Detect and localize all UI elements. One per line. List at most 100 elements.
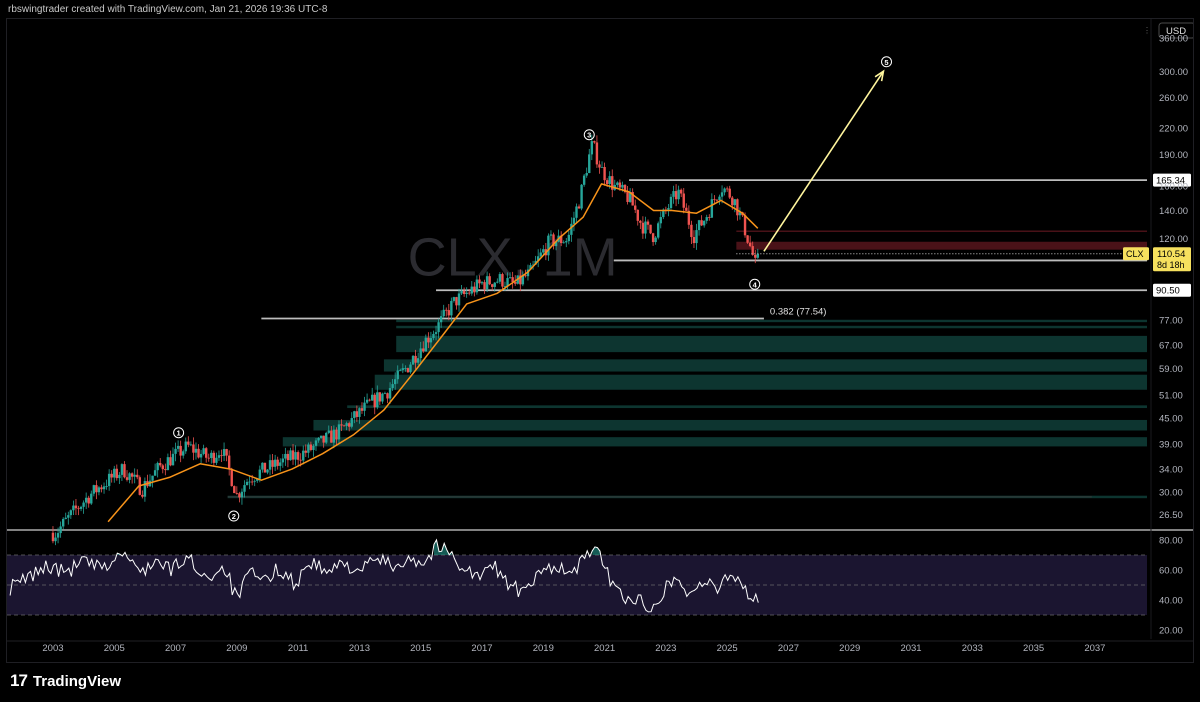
candle-body: [669, 196, 673, 209]
candle: [733, 198, 737, 213]
support-zone: [374, 374, 1147, 390]
candle: [470, 281, 473, 296]
candle: [549, 230, 553, 241]
candle-body: [651, 233, 655, 243]
candle: [580, 183, 583, 211]
candle-body: [256, 478, 259, 481]
candle-body: [513, 282, 517, 284]
candle-body: [263, 462, 267, 473]
candle: [700, 215, 703, 227]
candle-body: [634, 205, 637, 210]
rsi-axis-tick: 80.00: [1159, 536, 1183, 547]
candle: [67, 511, 70, 525]
axis-price-tag: 165.34: [1153, 173, 1191, 187]
candle: [146, 474, 149, 488]
candle: [107, 469, 111, 491]
candle-body: [439, 316, 443, 323]
candle-body: [360, 408, 364, 411]
candle: [575, 203, 578, 223]
candle-body: [414, 355, 417, 363]
wave-label-text: 4: [753, 280, 758, 289]
candle: [64, 512, 67, 520]
tradingview-logo[interactable]: 17 TradingView: [10, 671, 121, 691]
candle-body: [79, 506, 83, 509]
candle-body: [176, 445, 180, 449]
candle: [503, 281, 507, 291]
candle-body: [733, 199, 737, 206]
candle: [565, 237, 568, 248]
time-axis-tick: 2035: [1023, 643, 1044, 654]
candle: [133, 468, 136, 484]
candle: [355, 405, 359, 422]
candle-body: [611, 176, 614, 190]
candle-body: [220, 455, 223, 457]
candle: [245, 478, 249, 486]
candle-body: [445, 309, 448, 311]
candle-body: [401, 368, 405, 370]
candle-body: [235, 493, 239, 494]
candle: [82, 500, 85, 514]
candle-body: [159, 462, 162, 466]
candle-body: [332, 429, 336, 443]
projection-arrow-line: [763, 70, 885, 252]
candle: [378, 392, 382, 405]
candle-body: [738, 212, 742, 216]
candle: [554, 241, 558, 251]
candle-body: [207, 457, 210, 459]
candle: [404, 365, 407, 372]
candle-body: [348, 423, 351, 427]
candle: [358, 407, 361, 424]
candle: [370, 387, 374, 401]
candle-body: [61, 518, 65, 527]
candle-body: [710, 199, 714, 218]
candle-body: [54, 537, 57, 542]
candle-body: [536, 256, 540, 261]
candle-body: [250, 481, 254, 483]
candle-body: [110, 473, 113, 478]
current-price-value: 110.54: [1157, 249, 1185, 260]
candle: [51, 526, 55, 544]
candle: [485, 271, 489, 293]
candle: [69, 509, 73, 519]
candle-body: [238, 493, 241, 498]
candle-body: [434, 332, 438, 334]
candle: [281, 453, 285, 468]
price-axis-tick: 220.00: [1159, 123, 1188, 134]
candle: [130, 472, 134, 484]
candle-body: [125, 477, 129, 480]
candle: [460, 284, 463, 295]
candle: [215, 452, 218, 466]
candle: [679, 188, 683, 198]
candle: [657, 221, 660, 240]
candle: [322, 435, 325, 448]
candle-body: [646, 221, 650, 225]
wave-label-circle: [881, 56, 893, 68]
candle-body: [194, 448, 198, 453]
candle: [559, 231, 563, 247]
price-axis-tick: 160.00: [1159, 182, 1188, 193]
candle: [368, 398, 371, 402]
candle: [284, 447, 287, 466]
time-axis-tick: 2013: [349, 643, 370, 654]
currency-button[interactable]: [1158, 22, 1193, 39]
candle-body: [565, 241, 568, 243]
candle-body: [692, 237, 696, 244]
time-axis-tick: 2007: [165, 643, 186, 654]
candle-body: [429, 338, 433, 343]
candle: [90, 490, 93, 505]
candle: [738, 207, 742, 220]
candle-body: [261, 462, 264, 470]
candle-body: [442, 309, 445, 317]
wave-label-circle: [228, 510, 240, 522]
candle-body: [705, 217, 708, 221]
price-axis-tick: 39.00: [1159, 440, 1183, 451]
moving-average-line: [107, 183, 759, 523]
candle-body: [345, 423, 348, 426]
candle: [238, 491, 241, 503]
candle-body: [679, 189, 683, 194]
time-axis-tick: 2033: [962, 643, 983, 654]
candle-body: [485, 276, 489, 290]
